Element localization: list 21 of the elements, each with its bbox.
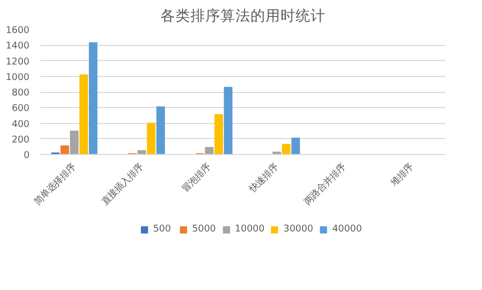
legend-label: 40000 bbox=[332, 224, 362, 234]
legend-label: 500 bbox=[153, 224, 172, 234]
y-tick-label: 600 bbox=[12, 103, 30, 114]
y-tick-label: 1000 bbox=[6, 72, 30, 83]
chart-title: 各类排序算法的用时统计 bbox=[160, 8, 326, 24]
x-tick-label: 快速排序 bbox=[246, 162, 281, 196]
x-tick-label: 简单选择排序 bbox=[32, 162, 78, 208]
y-tick-label: 1400 bbox=[6, 40, 30, 52]
y-tick-label: 1200 bbox=[6, 56, 30, 68]
legend-label: 5000 bbox=[192, 224, 216, 234]
x-tick-label: 堆排序 bbox=[388, 162, 416, 190]
x-tick-label: 两路合并排序 bbox=[302, 162, 348, 208]
x-tick-label: 直接插入排序 bbox=[100, 162, 146, 208]
y-tick-label: 200 bbox=[12, 134, 30, 146]
y-tick-label: 0 bbox=[24, 150, 30, 161]
y-tick-label: 400 bbox=[12, 118, 30, 130]
legend-label: 30000 bbox=[284, 224, 314, 234]
x-tick-label: 冒泡排序 bbox=[180, 162, 214, 195]
y-tick-label: 800 bbox=[12, 88, 30, 98]
legend-label: 10000 bbox=[234, 224, 265, 234]
y-tick-label: 1600 bbox=[6, 25, 30, 36]
